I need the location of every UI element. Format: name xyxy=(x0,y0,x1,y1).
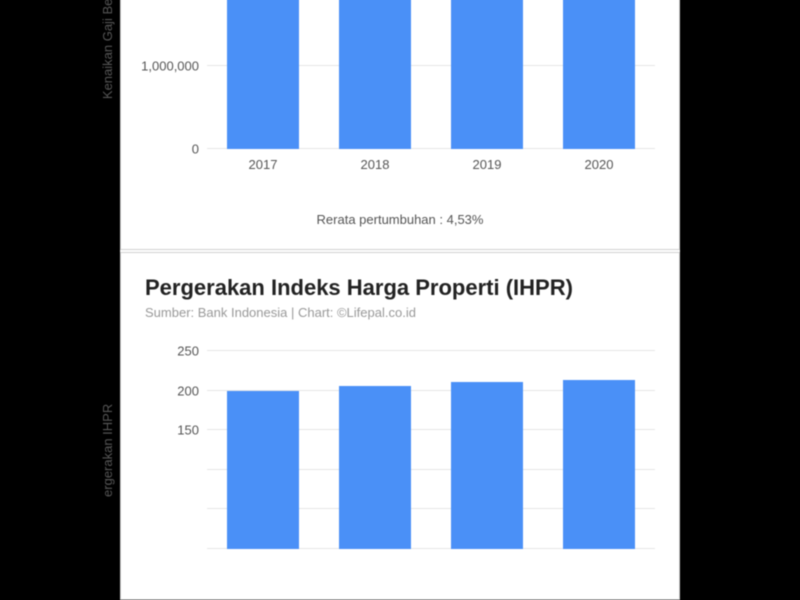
top-chart-caption: Rerata pertumbuhan : 4,53% xyxy=(121,212,679,227)
top-plot-area: 01,000,0002,000,0002017201820192020 xyxy=(207,0,655,149)
x-tick-label: 2020 xyxy=(585,149,614,172)
y-tick-label: 250 xyxy=(177,344,207,359)
bar xyxy=(227,0,300,149)
bottom-chart-title: Pergerakan Indeks Harga Properti (IHPR) xyxy=(145,275,573,301)
y-tick-label: 0 xyxy=(192,142,207,157)
bar xyxy=(339,0,412,149)
bottom-plot-area: 150200250 xyxy=(207,351,655,549)
x-tick-label: 2019 xyxy=(473,149,502,172)
charts-panel: 01,000,0002,000,0002017201820192020 Kena… xyxy=(120,0,680,600)
y-tick-label: 150 xyxy=(177,423,207,438)
bar xyxy=(339,386,412,549)
top-y-axis-title: Kenaikan Gaji Bersih P xyxy=(100,0,115,99)
y-tick-label: 1,000,000 xyxy=(141,59,207,74)
bar xyxy=(451,0,524,149)
bar xyxy=(563,0,636,149)
bar xyxy=(451,382,524,549)
x-tick-label: 2018 xyxy=(361,149,390,172)
bottom-chart-subtitle: Sumber: Bank Indonesia | Chart: ©Lifepal… xyxy=(145,305,416,320)
grid-line xyxy=(207,350,655,351)
bar xyxy=(563,380,636,549)
bar xyxy=(227,391,300,549)
ihpr-chart: Pergerakan Indeks Harga Properti (IHPR) … xyxy=(120,252,680,600)
salary-growth-chart: 01,000,0002,000,0002017201820192020 Kena… xyxy=(120,0,680,250)
y-tick-label: 200 xyxy=(177,383,207,398)
bottom-y-axis-title: ergerakan IHPR xyxy=(100,404,115,497)
x-tick-label: 2017 xyxy=(249,149,278,172)
